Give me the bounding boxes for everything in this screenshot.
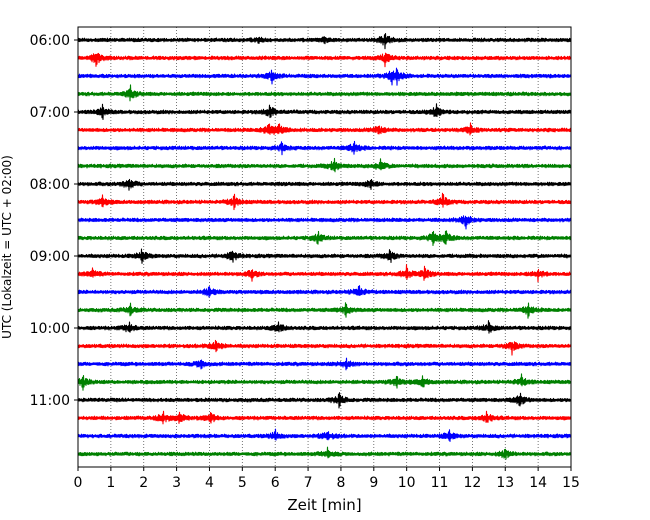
x-tick-label: 13: [496, 475, 514, 491]
x-tick-label: 11: [431, 475, 449, 491]
trace-09:15: [77, 264, 572, 283]
trace-10:30: [77, 357, 572, 371]
trace-09:30: [77, 285, 572, 298]
trace-08:45: [77, 230, 572, 247]
trace-07:45: [77, 157, 572, 173]
y-axis-label: UTC (Lokalzeit = UTC + 02:00): [0, 155, 14, 339]
y-tick-label: 06:00: [30, 33, 70, 49]
seismic-traces: [77, 32, 572, 460]
trace-08:00: [77, 178, 572, 191]
trace-11:00: [77, 392, 572, 409]
y-tick-label: 09:00: [30, 249, 70, 265]
vertical-grid-lines: [110, 27, 539, 467]
trace-08:30: [77, 215, 572, 230]
trace-07:30: [77, 140, 572, 156]
x-tick-label: 10: [398, 475, 416, 491]
trace-06:00: [77, 32, 572, 50]
trace-11:45: [77, 446, 572, 460]
x-tick-label: 15: [562, 475, 580, 491]
y-tick-label: 11:00: [30, 393, 70, 409]
x-tick-label: 14: [529, 475, 547, 491]
trace-10:00: [77, 320, 572, 334]
y-axis-ticks: 06:00 07:00 08:00 09:00 10:00 11:00: [30, 33, 78, 409]
x-tick-label: 4: [205, 475, 214, 491]
x-tick-label: 12: [463, 475, 481, 491]
trace-06:30: [77, 67, 572, 86]
x-tick-label: 5: [238, 475, 247, 491]
x-tick-label: 7: [304, 475, 313, 491]
plot-frame: [77, 26, 572, 468]
x-tick-label: 6: [271, 475, 280, 491]
y-tick-label: 07:00: [30, 105, 70, 121]
trace-11:15: [77, 410, 572, 425]
trace-07:15: [77, 122, 572, 136]
x-axis-ticks: 0 1 2 3 4 5 6 7 8 9 10 11 12 13 14 15: [74, 467, 580, 491]
trace-09:00: [77, 248, 572, 264]
trace-06:15: [77, 52, 572, 68]
x-tick-label: 9: [369, 475, 378, 491]
y-tick-label: 10:00: [30, 321, 70, 337]
x-tick-label: 0: [74, 475, 83, 491]
trace-07:00: [77, 103, 572, 120]
trace-08:15: [77, 192, 572, 211]
trace-09:45: [77, 302, 572, 319]
trace-06:45: [77, 84, 572, 102]
x-tick-label: 2: [139, 475, 148, 491]
x-tick-label: 8: [336, 475, 345, 491]
x-tick-label: 3: [172, 475, 181, 491]
x-axis-label: Zeit [min]: [287, 496, 361, 514]
x-tick-label: 1: [106, 475, 115, 491]
trace-10:45: [77, 373, 572, 391]
trace-11:30: [77, 428, 572, 443]
y-tick-label: 08:00: [30, 177, 70, 193]
trace-10:15: [77, 339, 572, 356]
